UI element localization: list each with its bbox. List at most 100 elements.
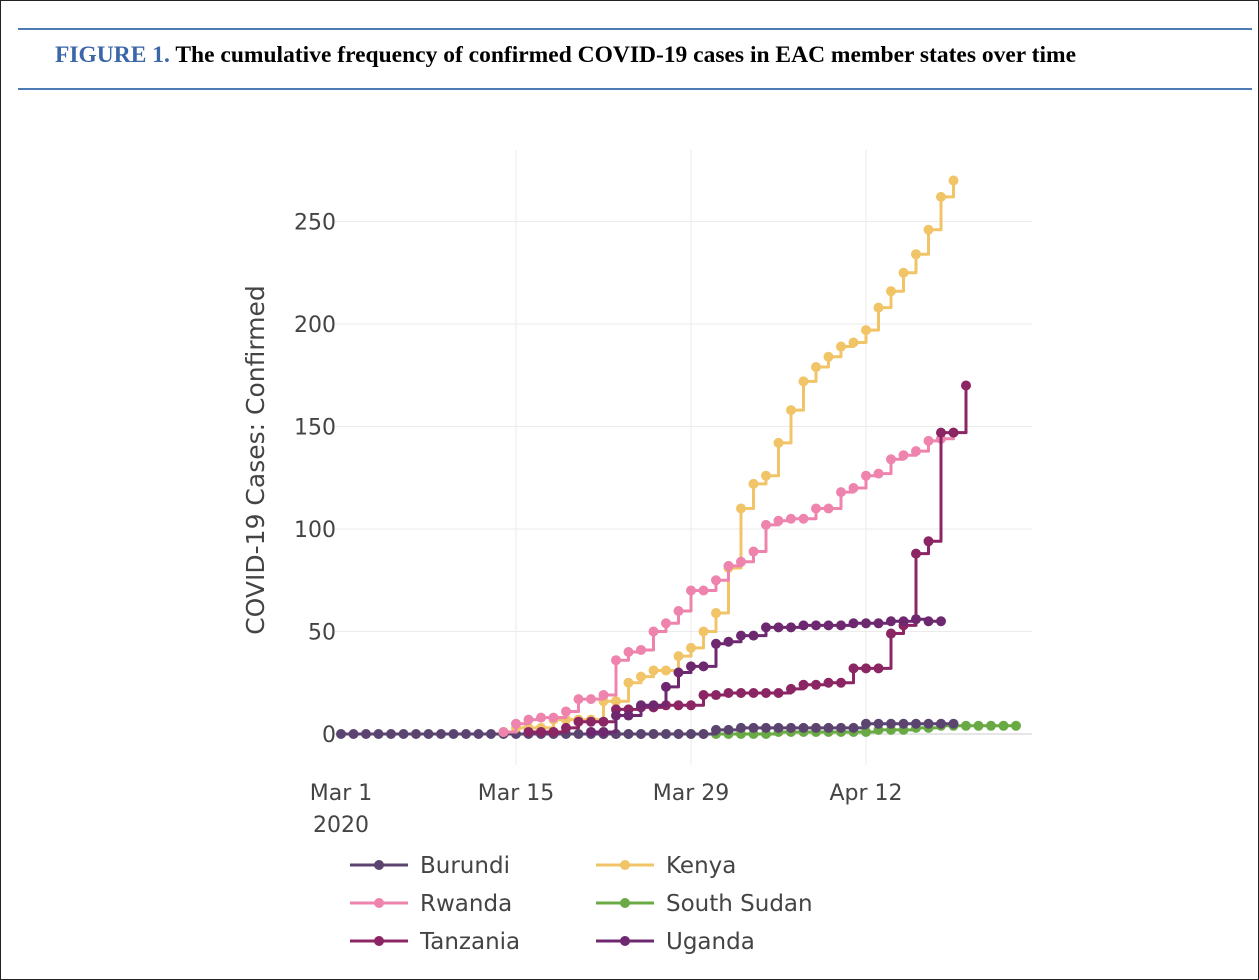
- data-point-rwanda: [811, 503, 821, 514]
- data-point-south-sudan: [986, 720, 996, 731]
- data-point-kenya: [773, 437, 784, 448]
- series-rwanda: [498, 427, 959, 737]
- series-line-kenya: [503, 180, 955, 734]
- data-point-rwanda: [573, 694, 584, 705]
- series-uganda: [586, 614, 946, 737]
- y-tick-label: 150: [294, 416, 336, 441]
- data-point-kenya: [823, 351, 834, 362]
- legend-label: South Sudan: [666, 891, 813, 917]
- data-point-uganda: [823, 620, 834, 631]
- data-point-rwanda: [923, 435, 934, 446]
- legend-label: Burundi: [420, 853, 510, 879]
- data-point-uganda: [886, 616, 896, 627]
- chart-series: [336, 175, 1021, 739]
- data-point-kenya: [936, 191, 946, 202]
- data-point-burundi: [436, 729, 446, 739]
- data-point-burundi: [861, 718, 871, 729]
- y-tick-label: 250: [294, 211, 336, 236]
- figure-label: FIGURE 1.: [55, 42, 170, 68]
- data-point-kenya: [698, 626, 709, 637]
- data-point-rwanda: [823, 503, 834, 514]
- data-point-burundi: [411, 729, 421, 739]
- data-point-uganda: [661, 681, 671, 692]
- data-point-tanzania: [711, 690, 721, 701]
- data-point-burundi: [686, 729, 696, 739]
- legend-label: Kenya: [666, 853, 736, 879]
- data-point-tanzania: [761, 688, 771, 698]
- series-tanzania: [523, 380, 971, 737]
- data-point-burundi: [336, 729, 346, 739]
- data-point-uganda: [923, 616, 934, 627]
- legend-label: Tanzania: [419, 929, 520, 955]
- data-point-tanzania: [811, 679, 821, 690]
- data-point-tanzania: [548, 726, 559, 737]
- y-tick-label: 50: [308, 621, 336, 646]
- data-point-rwanda: [598, 690, 609, 701]
- data-point-kenya: [873, 302, 884, 313]
- caption-top-rule: [18, 28, 1252, 30]
- data-point-uganda: [598, 726, 609, 737]
- data-point-burundi: [698, 729, 709, 739]
- data-point-rwanda: [898, 450, 909, 461]
- data-point-burundi: [661, 729, 671, 739]
- data-point-uganda: [748, 630, 759, 641]
- data-point-tanzania: [586, 716, 596, 727]
- data-point-rwanda: [886, 454, 896, 465]
- data-point-kenya: [636, 671, 646, 682]
- data-point-tanzania: [598, 716, 609, 727]
- data-point-burundi: [461, 729, 471, 739]
- x-axis-ticks: Mar 1 2020 Mar 15 Mar 29 Apr 12: [310, 781, 903, 838]
- data-point-tanzania: [736, 688, 746, 698]
- data-point-uganda: [861, 618, 871, 629]
- x-tick-label: Mar 15: [478, 781, 555, 806]
- data-point-burundi: [848, 722, 859, 733]
- data-point-burundi: [373, 729, 384, 739]
- data-point-uganda: [811, 620, 821, 631]
- data-point-tanzania: [911, 548, 921, 559]
- data-point-kenya: [711, 608, 721, 619]
- legend-item-tanzania: Tanzania: [350, 929, 520, 955]
- data-point-tanzania: [536, 726, 546, 737]
- data-point-rwanda: [698, 585, 709, 596]
- data-point-burundi: [723, 724, 734, 735]
- data-point-burundi: [648, 729, 659, 739]
- data-point-burundi: [673, 729, 684, 739]
- data-point-rwanda: [648, 626, 659, 637]
- data-point-uganda: [611, 710, 621, 721]
- data-point-tanzania: [948, 427, 959, 438]
- legend-swatch-marker: [374, 898, 384, 908]
- data-point-burundi: [773, 722, 784, 733]
- data-point-uganda: [873, 618, 884, 629]
- x-tick-label: Apr 12: [829, 781, 902, 806]
- data-point-tanzania: [861, 663, 871, 674]
- data-point-kenya: [736, 503, 746, 514]
- data-point-rwanda: [611, 655, 621, 666]
- figure-title: The cumulative frequency of confirmed CO…: [175, 42, 1077, 68]
- data-point-tanzania: [873, 663, 884, 674]
- data-point-tanzania: [798, 679, 809, 690]
- y-tick-label: 200: [294, 313, 336, 338]
- data-point-uganda: [911, 614, 921, 625]
- data-point-uganda: [786, 622, 796, 633]
- data-point-uganda: [723, 636, 734, 647]
- data-point-burundi: [486, 729, 496, 739]
- y-tick-label: 0: [322, 723, 336, 748]
- data-point-burundi: [736, 722, 746, 733]
- data-point-burundi: [761, 722, 771, 733]
- data-point-burundi: [623, 729, 634, 739]
- data-point-uganda: [636, 700, 646, 711]
- data-point-tanzania: [961, 380, 971, 391]
- data-point-rwanda: [536, 712, 546, 723]
- y-axis-ticks: 0 50 100 150 200 250: [294, 211, 336, 749]
- legend-swatch-marker: [374, 860, 384, 870]
- data-point-rwanda: [723, 560, 734, 571]
- data-point-rwanda: [523, 714, 534, 725]
- data-point-kenya: [848, 337, 859, 348]
- data-point-tanzania: [523, 726, 534, 737]
- data-point-rwanda: [761, 519, 771, 530]
- data-point-burundi: [923, 718, 934, 729]
- data-point-uganda: [623, 710, 634, 721]
- data-point-rwanda: [748, 546, 759, 557]
- data-point-rwanda: [911, 446, 921, 457]
